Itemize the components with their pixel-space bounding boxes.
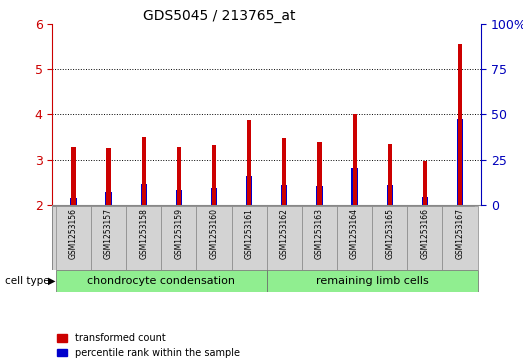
Text: GSM1253166: GSM1253166 bbox=[420, 208, 429, 259]
Bar bbox=[388, 144, 392, 205]
Bar bbox=[281, 185, 288, 205]
FancyBboxPatch shape bbox=[232, 206, 267, 270]
Bar bbox=[70, 198, 76, 205]
Bar bbox=[177, 147, 181, 205]
FancyBboxPatch shape bbox=[302, 206, 337, 270]
FancyBboxPatch shape bbox=[267, 270, 477, 292]
Bar bbox=[105, 192, 112, 205]
Text: cell type: cell type bbox=[5, 276, 50, 286]
Bar bbox=[458, 44, 462, 205]
Bar bbox=[353, 114, 357, 205]
Text: GSM1253159: GSM1253159 bbox=[174, 208, 184, 259]
FancyBboxPatch shape bbox=[56, 206, 91, 270]
Text: GSM1253157: GSM1253157 bbox=[104, 208, 113, 259]
Bar bbox=[212, 145, 216, 205]
FancyBboxPatch shape bbox=[56, 270, 267, 292]
Bar bbox=[317, 142, 322, 205]
Bar bbox=[107, 148, 111, 205]
Bar bbox=[246, 176, 252, 205]
Bar bbox=[71, 147, 75, 205]
Text: GSM1253156: GSM1253156 bbox=[69, 208, 78, 259]
Bar bbox=[457, 119, 463, 205]
Bar bbox=[247, 120, 251, 205]
Text: GSM1253160: GSM1253160 bbox=[210, 208, 219, 259]
Bar bbox=[423, 161, 427, 205]
Text: GDS5045 / 213765_at: GDS5045 / 213765_at bbox=[143, 9, 296, 23]
Bar bbox=[142, 137, 146, 205]
FancyBboxPatch shape bbox=[161, 206, 197, 270]
Text: GSM1253165: GSM1253165 bbox=[385, 208, 394, 259]
FancyBboxPatch shape bbox=[337, 206, 372, 270]
FancyBboxPatch shape bbox=[197, 206, 232, 270]
Bar bbox=[351, 168, 358, 205]
Text: GSM1253161: GSM1253161 bbox=[245, 208, 254, 258]
FancyBboxPatch shape bbox=[407, 206, 442, 270]
Text: GSM1253167: GSM1253167 bbox=[456, 208, 464, 259]
FancyBboxPatch shape bbox=[52, 206, 474, 270]
FancyBboxPatch shape bbox=[91, 206, 126, 270]
Text: GSM1253164: GSM1253164 bbox=[350, 208, 359, 259]
Text: GSM1253158: GSM1253158 bbox=[139, 208, 148, 258]
Bar bbox=[282, 138, 287, 205]
Bar bbox=[316, 186, 323, 205]
Legend: transformed count, percentile rank within the sample: transformed count, percentile rank withi… bbox=[57, 333, 240, 358]
Bar bbox=[211, 188, 217, 205]
FancyBboxPatch shape bbox=[267, 206, 302, 270]
FancyBboxPatch shape bbox=[372, 206, 407, 270]
FancyBboxPatch shape bbox=[442, 206, 477, 270]
Bar bbox=[176, 190, 182, 205]
Bar bbox=[386, 185, 393, 205]
FancyBboxPatch shape bbox=[126, 206, 161, 270]
Text: remaining limb cells: remaining limb cells bbox=[316, 276, 428, 286]
Bar bbox=[141, 184, 147, 205]
Text: GSM1253163: GSM1253163 bbox=[315, 208, 324, 259]
Text: GSM1253162: GSM1253162 bbox=[280, 208, 289, 258]
Text: ▶: ▶ bbox=[48, 276, 55, 286]
Text: chondrocyte condensation: chondrocyte condensation bbox=[87, 276, 235, 286]
Bar bbox=[422, 197, 428, 205]
